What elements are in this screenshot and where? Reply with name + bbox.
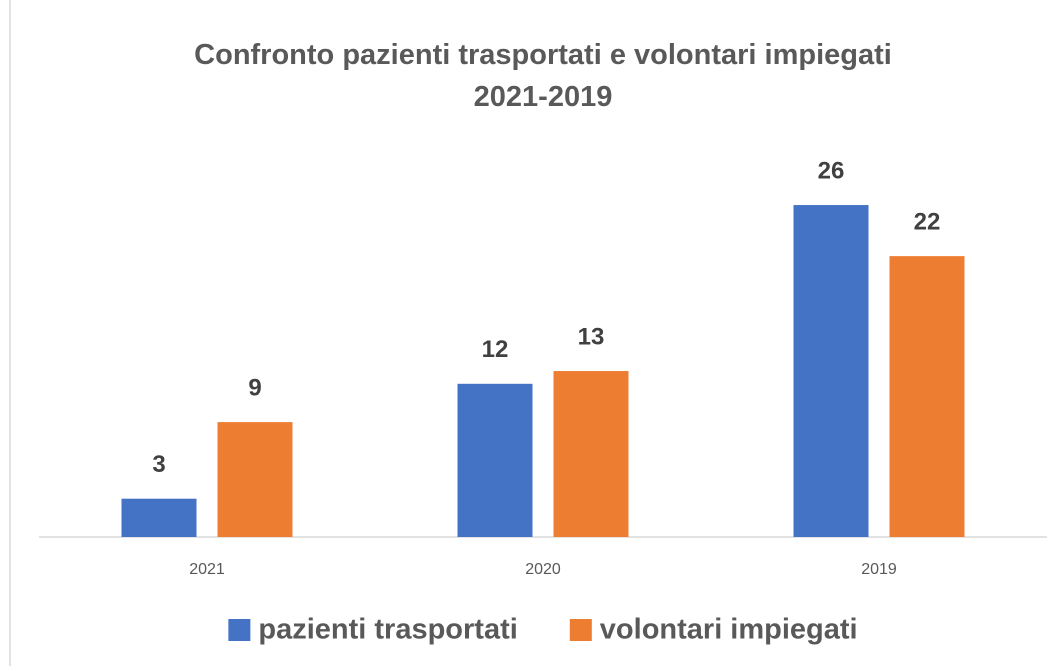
legend-swatch — [569, 619, 592, 641]
chart-title: Confronto pazienti trasportati e volonta… — [194, 39, 892, 113]
x-tick-label: 2021 — [189, 561, 225, 578]
bar — [889, 256, 965, 537]
data-label: 12 — [482, 336, 509, 363]
x-tick-label: 2019 — [861, 561, 897, 578]
legend-swatch — [228, 619, 251, 641]
bar — [217, 422, 293, 537]
x-tick-label: 2020 — [525, 561, 561, 578]
data-label: 26 — [818, 157, 845, 184]
bar — [121, 498, 197, 537]
data-label: 22 — [914, 208, 941, 235]
data-label: 9 — [248, 374, 261, 401]
legend-label: pazienti trasportati — [258, 614, 517, 646]
legend-label: volontari impiegati — [600, 614, 858, 646]
data-label: 3 — [152, 451, 165, 478]
bar — [793, 205, 869, 538]
bar — [553, 371, 629, 537]
data-label: 13 — [578, 323, 605, 350]
bar — [457, 383, 533, 537]
